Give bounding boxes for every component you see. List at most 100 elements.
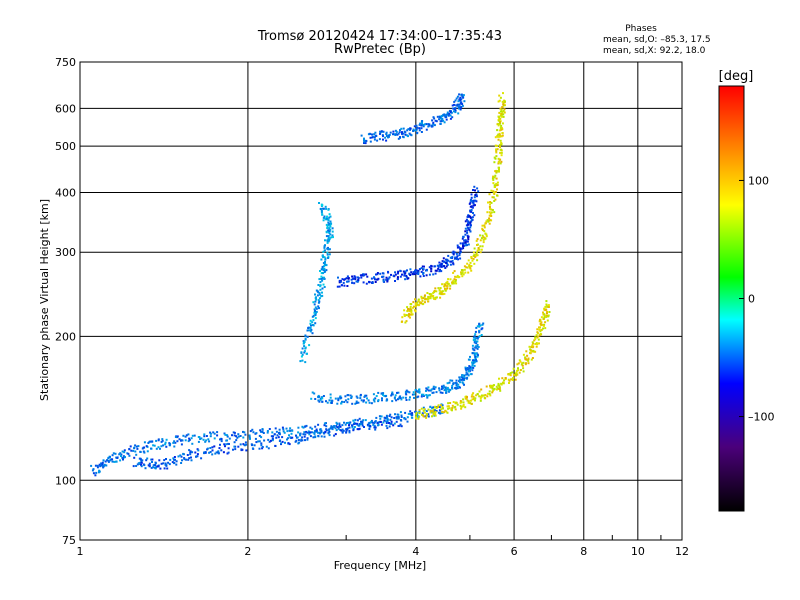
data-point [236,436,239,439]
data-point [477,190,480,193]
data-point [398,396,401,399]
data-point [341,278,344,281]
data-point [323,286,326,288]
data-point [363,395,366,398]
data-point [327,221,330,224]
data-point [482,241,485,244]
data-point [426,395,429,398]
data-point [445,265,448,268]
data-point [337,397,340,400]
data-point [270,435,273,438]
data-point [472,395,475,398]
data-point [402,132,405,135]
data-point [508,382,510,384]
data-point [325,425,328,428]
data-point [493,384,495,387]
data-point [475,200,478,203]
data-point [464,239,467,242]
data-point [438,292,441,295]
data-point [323,435,326,438]
data-point [360,423,363,426]
data-point [434,410,437,413]
data-point [446,405,449,408]
data-point [340,402,343,405]
data-point [407,315,410,318]
data-point [420,131,423,133]
data-point [150,458,153,461]
data-point [120,455,122,457]
data-point [469,230,472,233]
data-point [317,305,320,308]
data-point [534,336,537,339]
data-point [383,394,386,397]
data-point [416,414,419,417]
data-point [409,313,412,316]
data-point [539,326,541,329]
data-point [449,389,452,391]
data-point [417,417,420,420]
data-point [324,261,326,263]
data-point [497,138,500,141]
data-point [452,271,455,274]
data-point [492,389,495,391]
data-point [496,184,499,186]
data-point [499,117,502,120]
data-point [363,139,365,142]
data-point [471,200,474,203]
data-point [163,459,166,462]
data-point [469,261,472,264]
data-point [328,216,331,219]
data-point [416,131,419,134]
data-point [483,230,486,233]
data-point [487,201,489,204]
data-point [381,397,383,400]
data-point [252,431,255,434]
data-point [461,103,464,106]
data-point [502,381,505,384]
data-point [260,430,262,433]
data-point [464,241,467,244]
data-point [185,434,188,437]
data-point [337,276,339,279]
data-point [421,120,424,122]
data-point [472,366,475,369]
data-point [392,274,395,277]
data-point [204,451,207,454]
data-point [524,356,527,359]
data-point [417,304,420,307]
data-point [244,441,247,444]
data-point [385,398,388,401]
data-point [473,254,476,257]
data-point [544,327,547,330]
data-point [222,451,225,454]
data-point [399,411,402,414]
data-point [407,412,410,415]
data-point [425,128,428,131]
data-point [401,132,403,135]
colorbar-tick-label: 100 [748,174,769,187]
data-point [490,208,493,211]
data-point [146,457,149,460]
data-point [461,247,464,250]
data-point [429,405,432,408]
data-point [426,298,429,300]
data-point [477,248,480,251]
data-point [455,382,458,385]
data-point [476,355,479,358]
data-point [466,396,468,398]
data-point [445,285,448,287]
data-point [527,357,530,360]
data-point [500,142,503,144]
data-point [458,98,461,101]
data-point [310,397,313,400]
data-point [409,308,412,311]
data-point [449,278,452,281]
data-point [400,419,403,422]
data-point [397,415,400,418]
data-point [397,132,400,135]
data-point [190,437,193,440]
data-point [499,151,502,154]
data-point [437,411,440,414]
data-point [365,394,368,397]
data-point [440,408,443,411]
